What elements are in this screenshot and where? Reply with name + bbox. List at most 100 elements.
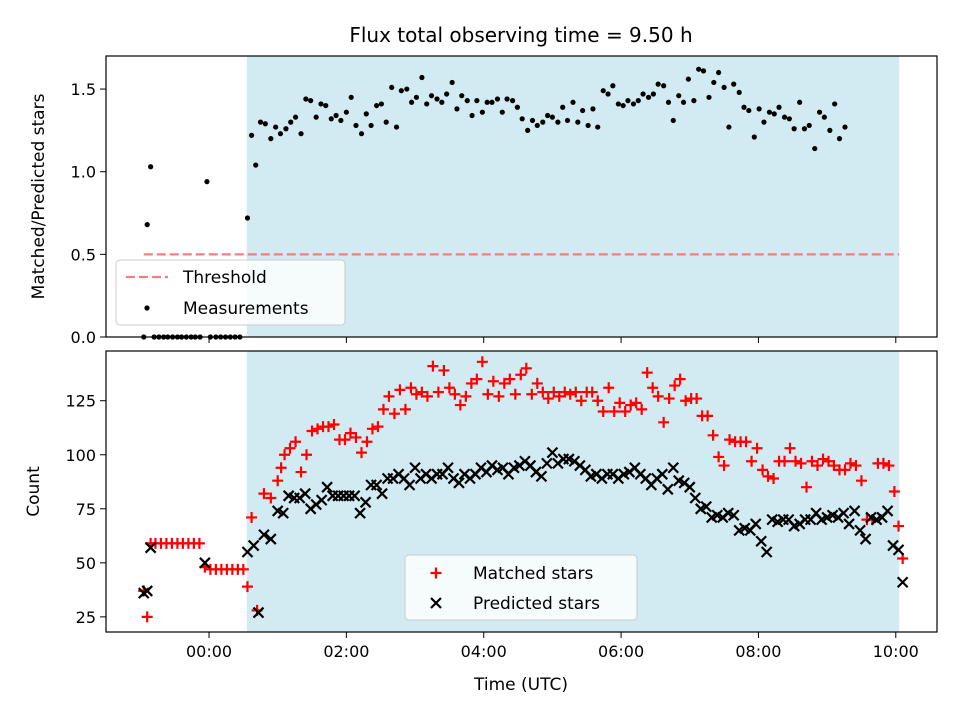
legend-measurements-label: Measurements — [183, 299, 309, 319]
measurement-point — [741, 104, 747, 110]
y-tick-label: 75 — [76, 500, 96, 519]
matched-star-point — [746, 455, 758, 467]
matched-star-point — [295, 466, 307, 478]
measurement-point — [549, 114, 556, 120]
matched-star-point — [795, 457, 807, 469]
measurement-point — [444, 91, 450, 97]
measurement-point — [746, 107, 752, 114]
matched-star-point — [306, 425, 318, 437]
matched-star-point — [193, 537, 205, 549]
measurement-point — [253, 162, 259, 168]
matched-star-point — [471, 373, 483, 385]
legend-threshold-label: Threshold — [182, 268, 267, 288]
measurement-point — [645, 94, 652, 100]
x-tick-label: 06:00 — [598, 642, 644, 661]
matched-star-point — [790, 455, 802, 467]
measurement-point — [514, 104, 520, 110]
predicted-star-point — [683, 481, 696, 493]
legend-matched-swatch — [430, 567, 442, 579]
matched-star-point — [284, 442, 296, 454]
y-tick-label: 125 — [65, 392, 96, 411]
measurement-point — [544, 112, 551, 119]
measurement-point — [204, 179, 210, 185]
matched-star-point — [652, 390, 664, 402]
measurement-point — [358, 131, 365, 137]
matched-star-point — [377, 403, 389, 415]
matched-star-point — [619, 406, 631, 418]
predicted-star-point — [376, 487, 388, 500]
measurement-point — [716, 69, 722, 76]
x-axis-label: Time (UTC) — [473, 675, 568, 695]
predicted-star-point — [199, 557, 211, 569]
predicted-star-point — [354, 507, 366, 519]
matched-star-point — [674, 373, 686, 385]
y-tick-label: 1.0 — [71, 163, 96, 182]
predicted-star-point — [370, 479, 383, 491]
predicted-star-point — [265, 533, 277, 545]
matched-star-point — [520, 362, 532, 374]
measurement-point — [469, 112, 475, 119]
x-tick-label: 00:00 — [186, 642, 232, 661]
predicted-star-point — [541, 457, 553, 470]
measurement-point — [691, 98, 697, 104]
matched-star-point — [713, 451, 725, 463]
measurement-point — [706, 94, 712, 100]
matched-star-point — [366, 423, 378, 435]
predicted-star-point — [141, 585, 153, 597]
measurement-point — [308, 98, 314, 104]
measurement-point — [821, 114, 827, 120]
measurement-point — [288, 119, 294, 125]
matched-star-point — [564, 388, 576, 400]
measurement-point — [756, 106, 762, 112]
matched-star-point — [608, 406, 620, 418]
measurement-point — [292, 114, 299, 120]
matched-star-point — [779, 455, 791, 467]
measurement-point — [726, 124, 732, 130]
matched-star-point — [328, 418, 340, 430]
matched-star-point — [537, 386, 549, 398]
legend-matched-label: Matched stars — [473, 564, 593, 584]
predicted-star-point — [359, 496, 372, 509]
data-points — [141, 66, 848, 340]
matched-star-point — [355, 447, 367, 459]
matched-star-point — [141, 611, 153, 623]
measurement-point — [434, 96, 440, 102]
legend-predicted-label: Predicted stars — [473, 594, 600, 614]
predicted-star-point — [453, 477, 465, 489]
measurement-point — [343, 109, 349, 115]
measurement-point — [696, 66, 702, 72]
measurement-point — [298, 131, 304, 137]
matched-star-point — [570, 386, 582, 398]
measurement-point — [268, 136, 274, 142]
predicted-star-point — [760, 546, 773, 558]
predicted-star-point — [247, 539, 260, 552]
measurement-point — [257, 119, 264, 125]
matched-star-point — [724, 434, 736, 446]
matched-star-point — [476, 356, 488, 368]
measurement-point — [781, 114, 788, 120]
measurement-point — [801, 126, 808, 132]
predicted-star-point — [656, 468, 669, 480]
matched-star-point — [603, 382, 615, 394]
measurement-point — [610, 83, 616, 89]
measurement-point — [393, 124, 400, 130]
measurement-point — [464, 98, 470, 104]
measurement-point — [244, 215, 251, 221]
measurement-point — [711, 79, 717, 86]
predicted-star-point — [859, 533, 872, 545]
matched-star-point — [586, 386, 598, 398]
measurement-point — [605, 91, 611, 97]
measurement-point — [842, 124, 848, 130]
predicted-star-point — [277, 507, 289, 519]
measurement-point — [797, 99, 803, 105]
measurement-point — [640, 91, 646, 97]
matched-star-point — [449, 388, 461, 400]
matched-star-point — [801, 481, 813, 493]
matched-star-point — [509, 388, 521, 400]
plot-frame — [105, 350, 938, 633]
measurement-point — [323, 102, 329, 109]
predicted-star-point — [848, 505, 861, 517]
matched-star-point — [361, 436, 373, 448]
measurement-point — [575, 119, 581, 125]
